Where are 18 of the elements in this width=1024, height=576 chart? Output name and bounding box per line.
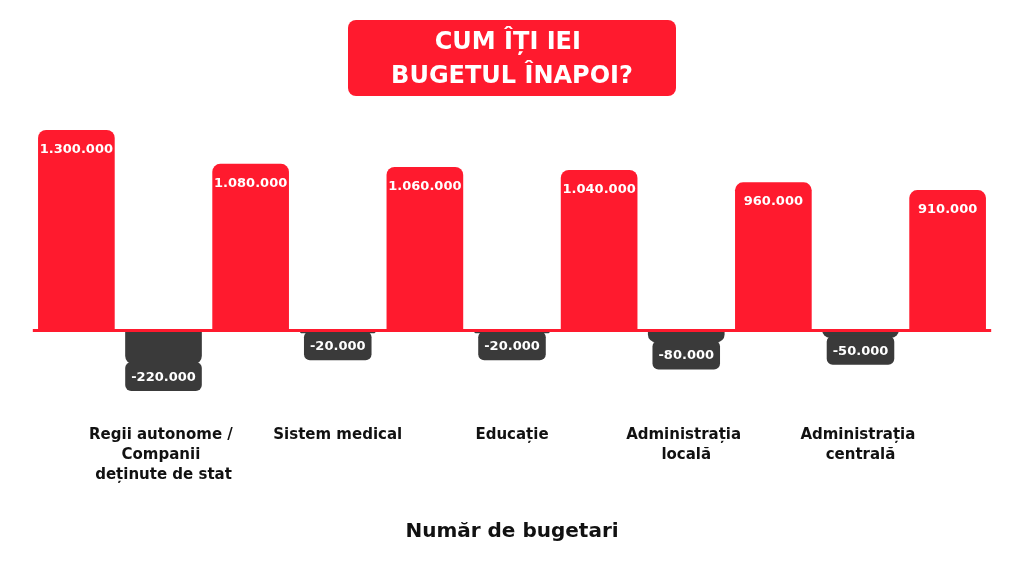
x-tick-label: Administrația centrală	[800, 425, 921, 463]
data-label: 1.300.000	[39, 141, 113, 156]
data-label: -80.000	[658, 347, 715, 363]
data-label: 910.000	[918, 201, 978, 217]
data-label: -20.000	[309, 338, 366, 354]
data-label: 1.080.000	[214, 174, 288, 190]
x-tick-label: Sistem medical	[273, 425, 403, 443]
data-label: -50.000	[832, 342, 889, 358]
data-label: 1.040.000	[562, 181, 636, 197]
chart-title: CUM ÎȚI IEI BUGETUL ÎNAPOI?	[391, 26, 633, 89]
data-label: -220.000	[131, 369, 196, 384]
data-label: -20.000	[484, 338, 540, 354]
x-tick-label: Regii autonome / Companii deținute de stat	[89, 425, 238, 483]
data-label: 1.060.000	[388, 177, 462, 193]
x-tick-label: Administrația locală	[626, 425, 747, 463]
data-label: 960.000	[743, 193, 803, 209]
x-axis-title: Număr de bugetari	[405, 518, 619, 542]
x-tick-label: Educație	[475, 425, 549, 443]
